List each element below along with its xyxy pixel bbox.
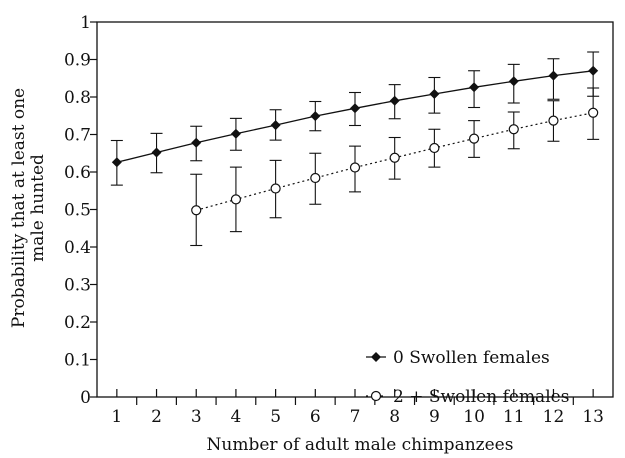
x-tick-label: 7 bbox=[350, 407, 361, 427]
data-point bbox=[349, 162, 361, 173]
data-point bbox=[588, 107, 599, 118]
legend-marker-0-swollen bbox=[371, 352, 381, 362]
y-tick-label: 0.2 bbox=[64, 313, 91, 333]
y-tick-label: 0.6 bbox=[64, 163, 91, 183]
x-tick-label: 5 bbox=[270, 407, 281, 427]
data-point bbox=[389, 152, 400, 163]
data-point bbox=[548, 70, 559, 81]
data-point bbox=[191, 137, 202, 148]
x-tick-label: 6 bbox=[310, 407, 321, 427]
x-tick-label: 1 bbox=[111, 407, 122, 427]
x-tick-label: 12 bbox=[543, 407, 565, 427]
y-tick-label: 0.7 bbox=[64, 126, 91, 146]
data-point bbox=[389, 95, 400, 106]
data-point bbox=[270, 120, 281, 131]
y-tick-label: 0.8 bbox=[64, 88, 91, 108]
data-point bbox=[469, 82, 480, 93]
x-tick-label: 4 bbox=[231, 407, 242, 427]
x-axis: 1 2 3 4 5 6 7 8 9 10 11 12 13 bbox=[111, 389, 604, 427]
legend: 0 Swollen females 2 + Swollen females bbox=[366, 348, 569, 407]
data-point bbox=[468, 133, 480, 144]
x-axis-title: Number of adult male chimpanzees bbox=[207, 435, 514, 455]
legend-marker-2-swollen bbox=[370, 390, 382, 402]
x-tick-label: 9 bbox=[429, 407, 440, 427]
data-point bbox=[350, 103, 360, 114]
y-tick-label: 0.9 bbox=[64, 51, 91, 71]
data-point bbox=[151, 147, 162, 158]
y-tick-label: 1 bbox=[80, 13, 91, 33]
data-point bbox=[508, 124, 519, 135]
data-point bbox=[429, 89, 440, 99]
data-point bbox=[111, 157, 122, 168]
data-point bbox=[230, 128, 241, 139]
data-point bbox=[548, 115, 559, 126]
data-point bbox=[588, 65, 599, 76]
x-tick-label: 13 bbox=[582, 407, 604, 427]
x-tick-label: 2 bbox=[151, 407, 162, 427]
data-point bbox=[230, 194, 242, 205]
data-point bbox=[191, 205, 202, 216]
y-tick-label: 0.1 bbox=[64, 351, 91, 371]
data-point bbox=[508, 76, 519, 87]
y-axis-title-line-2: male hunted bbox=[28, 154, 48, 262]
y-tick-label: 0.5 bbox=[64, 201, 91, 221]
x-tick-label: 11 bbox=[503, 407, 525, 427]
data-point bbox=[310, 111, 321, 122]
y-tick-label: 0.4 bbox=[64, 238, 91, 258]
data-point bbox=[270, 183, 281, 194]
series-two-plus-swollen bbox=[190, 87, 600, 247]
y-axis: 0 0.1 0.2 0.3 0.4 0.5 0.6 0.7 0.8 0.9 1 bbox=[64, 13, 97, 408]
x-tick-label: 8 bbox=[389, 407, 400, 427]
data-point bbox=[429, 142, 440, 154]
x-tick-label: 10 bbox=[463, 407, 485, 427]
legend-label-2-swollen: 2 + Swollen females bbox=[393, 387, 569, 407]
y-tick-label: 0.3 bbox=[64, 276, 91, 296]
y-tick-label: 0 bbox=[80, 388, 91, 408]
x-tick-label: 3 bbox=[191, 407, 202, 427]
data-point bbox=[310, 172, 321, 184]
y-axis-title-line-1: Probability that at least one bbox=[9, 88, 29, 328]
legend-label-0-swollen: 0 Swollen females bbox=[393, 348, 550, 368]
series-layer bbox=[110, 51, 600, 247]
